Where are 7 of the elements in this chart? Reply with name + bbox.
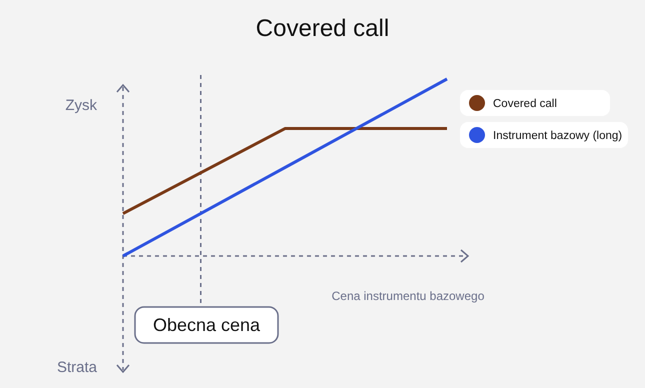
text: Obecna cena bbox=[152, 315, 262, 335]
x-axis-title: Cena instrumentu bazowego bbox=[332, 289, 485, 303]
y-axis-title: Zysk bbox=[65, 97, 98, 114]
legend-label: Covered call bbox=[493, 98, 557, 110]
legend-label: Instrument bazowy (long) bbox=[493, 130, 622, 142]
chart-title: Covered call bbox=[256, 15, 390, 42]
text: Strata bbox=[56, 359, 98, 376]
